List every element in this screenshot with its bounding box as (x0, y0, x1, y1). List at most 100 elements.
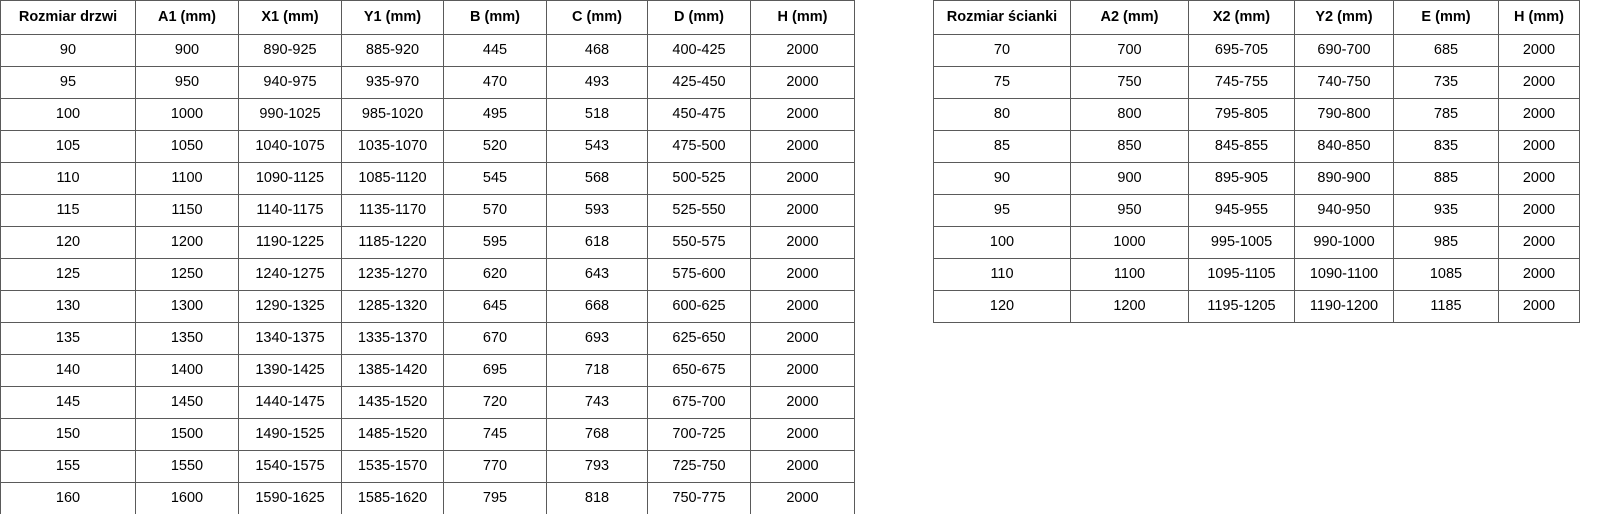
table-cell: 85 (933, 130, 1071, 163)
table-cell: 140 (0, 354, 136, 387)
table-cell: 1150 (135, 194, 239, 227)
table-cell: 120 (0, 226, 136, 259)
table-cell: 1035-1070 (341, 130, 444, 163)
table-cell: 818 (546, 482, 648, 514)
table-cell: 700-725 (647, 418, 751, 451)
table-cell: 1450 (135, 386, 239, 419)
table-cell: 470 (443, 66, 547, 99)
table-cell: 725-750 (647, 450, 751, 483)
table-cell: 125 (0, 258, 136, 291)
table-cell: 2000 (1498, 226, 1580, 259)
table-cell: 1535-1570 (341, 450, 444, 483)
table-cell: 1540-1575 (238, 450, 342, 483)
table-cell: 2000 (750, 418, 855, 451)
table-cell: 1090-1125 (238, 162, 342, 195)
table-cell: 1400 (135, 354, 239, 387)
door-column-header-0: Rozmiar drzwi (0, 0, 136, 35)
table-cell: 545 (443, 162, 547, 195)
table-cell: 790-800 (1294, 98, 1394, 131)
table-cell: 2000 (1498, 66, 1580, 99)
table-cell: 890-925 (238, 34, 342, 67)
table-cell: 1335-1370 (341, 322, 444, 355)
table-cell: 145 (0, 386, 136, 419)
table-cell: 1285-1320 (341, 290, 444, 323)
table-cell: 618 (546, 226, 648, 259)
table-cell: 1390-1425 (238, 354, 342, 387)
table-cell: 2000 (1498, 34, 1580, 67)
table-cell: 625-650 (647, 322, 751, 355)
table-cell: 2000 (1498, 130, 1580, 163)
table-cell: 620 (443, 258, 547, 291)
table-cell: 135 (0, 322, 136, 355)
table-cell: 1385-1420 (341, 354, 444, 387)
table-cell: 2000 (1498, 290, 1580, 323)
table-cell: 110 (0, 162, 136, 195)
table-cell: 1000 (135, 98, 239, 131)
table-cell: 845-855 (1188, 130, 1295, 163)
table-cell: 720 (443, 386, 547, 419)
table-cell: 885-920 (341, 34, 444, 67)
table-cell: 1500 (135, 418, 239, 451)
wall-column-header-3: Y2 (mm) (1294, 0, 1394, 35)
table-cell: 1200 (135, 226, 239, 259)
table-cell: 940-950 (1294, 194, 1394, 227)
table-cell: 1100 (1070, 258, 1189, 291)
table-row: 105 1050 1040-1075 1035-1070 520 543 475-500 20… (0, 130, 855, 163)
table-cell: 1135-1170 (341, 194, 444, 227)
table-row: 130 1300 1290-1325 1285-1320 645 668 600-625 20… (0, 290, 855, 323)
table-cell: 900 (135, 34, 239, 67)
table-cell: 2000 (750, 98, 855, 131)
table-cell: 1190-1225 (238, 226, 342, 259)
table-cell: 1435-1520 (341, 386, 444, 419)
table-cell: 793 (546, 450, 648, 483)
table-cell: 1235-1270 (341, 258, 444, 291)
door-column-header-5: C (mm) (546, 0, 648, 35)
table-cell: 1440-1475 (238, 386, 342, 419)
table-cell: 110 (933, 258, 1071, 291)
table-cell: 2000 (750, 386, 855, 419)
table-cell: 518 (546, 98, 648, 131)
table-cell: 1590-1625 (238, 482, 342, 514)
table-row: 160 1600 1590-1625 1585-1620 795 818 750-775 20… (0, 482, 855, 514)
table-cell: 795 (443, 482, 547, 514)
table-cell: 160 (0, 482, 136, 514)
table-row: 145 1450 1440-1475 1435-1520 720 743 675-700 20… (0, 386, 855, 419)
table-row: 95 950 940-975 935-970 470 493 425-450 2000 (0, 66, 855, 99)
table-cell: 468 (546, 34, 648, 67)
table-row: 120 1200 1190-1225 1185-1220 595 618 550-575 20… (0, 226, 855, 259)
door-column-header-2: X1 (mm) (238, 0, 342, 35)
table-cell: 543 (546, 130, 648, 163)
wall-column-header-2: X2 (mm) (1188, 0, 1295, 35)
table-cell: 2000 (750, 34, 855, 67)
table-cell: 105 (0, 130, 136, 163)
table-row: 125 1250 1240-1275 1235-1270 620 643 575-600 20… (0, 258, 855, 291)
door-column-header-1: A1 (mm) (135, 0, 239, 35)
table-cell: 570 (443, 194, 547, 227)
table-row: 155 1550 1540-1575 1535-1570 770 793 725-750 20… (0, 450, 855, 483)
table-cell: 1140-1175 (238, 194, 342, 227)
table-cell: 785 (1393, 98, 1499, 131)
table-cell: 1100 (135, 162, 239, 195)
table-cell: 850 (1070, 130, 1189, 163)
table-cell: 735 (1393, 66, 1499, 99)
table-cell: 70 (933, 34, 1071, 67)
door-size-table: Rozmiar drzwi A1 (mm) X1 (mm) Y1 (mm) B (mm)… (0, 0, 855, 514)
table-row: 75 750 745-755 740-750 735 2000 (933, 66, 1580, 99)
table-row: 95 950 945-955 940-950 935 2000 (933, 194, 1580, 227)
table-cell: 75 (933, 66, 1071, 99)
table-cell: 1350 (135, 322, 239, 355)
table-cell: 690-700 (1294, 34, 1394, 67)
table-row: 110 1100 1095-1105 1090-1100 1085 2000 (933, 258, 1580, 291)
wall-column-header-5: H (mm) (1498, 0, 1580, 35)
table-cell: 550-575 (647, 226, 751, 259)
table-cell: 985-1020 (341, 98, 444, 131)
table-cell: 1240-1275 (238, 258, 342, 291)
wall-size-table: Rozmiar ścianki A2 (mm) X2 (mm) Y2 (mm) E (m… (933, 0, 1580, 323)
table-cell: 1040-1075 (238, 130, 342, 163)
table-cell: 1585-1620 (341, 482, 444, 514)
table-row: 115 1150 1140-1175 1135-1170 570 593 525-550 20… (0, 194, 855, 227)
table-cell: 945-955 (1188, 194, 1295, 227)
table-cell: 990-1025 (238, 98, 342, 131)
table-row: 85 850 845-855 840-850 835 2000 (933, 130, 1580, 163)
